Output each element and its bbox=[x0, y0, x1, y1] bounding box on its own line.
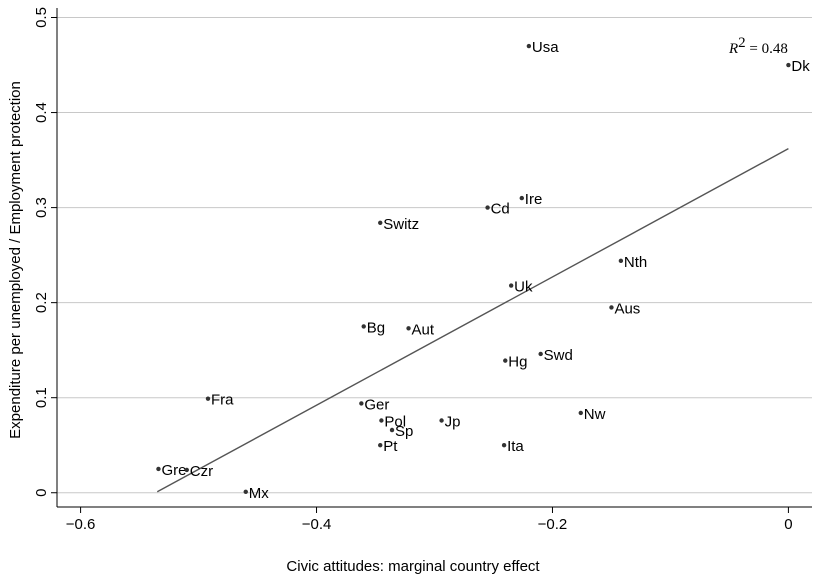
axes bbox=[56, 8, 812, 508]
data-point bbox=[184, 467, 189, 473]
data-point-label: Gre bbox=[161, 462, 186, 479]
fit-line bbox=[156, 148, 789, 493]
data-point-label: Mx bbox=[249, 485, 269, 502]
data-point-label: Pol bbox=[384, 414, 406, 431]
data-point bbox=[501, 443, 507, 448]
data-point bbox=[205, 396, 211, 401]
data-point bbox=[519, 195, 524, 201]
data-point bbox=[361, 324, 366, 329]
r-squared-annotation: R2 = 0.48 bbox=[728, 35, 788, 57]
data-point-label: Ger bbox=[364, 396, 389, 413]
y-tick-label: 0 bbox=[33, 489, 50, 497]
data-point-label: Nth bbox=[624, 254, 647, 271]
data-point bbox=[359, 401, 364, 406]
data-point-label: Czr bbox=[190, 463, 213, 480]
data-point-label: Jp bbox=[445, 414, 461, 431]
data-point-label: Sp bbox=[395, 423, 413, 440]
x-ticks: −0.6 −0.4 −0.2 0 bbox=[66, 507, 793, 533]
y-axis-label: Expenditure per unemployed / Employment … bbox=[7, 81, 24, 439]
data-point-label: Uk bbox=[514, 279, 533, 296]
y-tick-label: 0.2 bbox=[33, 292, 50, 313]
data-point bbox=[485, 205, 490, 210]
data-point bbox=[156, 466, 161, 472]
data-point-label: Pt bbox=[383, 438, 398, 455]
data-point-label: Bg bbox=[367, 319, 385, 336]
data-point bbox=[618, 258, 624, 264]
y-ticks: 0 0.1 0.2 0.3 0.4 0.5 bbox=[33, 7, 57, 497]
data-point bbox=[378, 220, 383, 226]
x-tick-label: 0 bbox=[784, 516, 792, 533]
data-point bbox=[503, 358, 508, 363]
data-point bbox=[508, 283, 514, 288]
data-point bbox=[378, 443, 383, 448]
data-point-label: Fra bbox=[211, 392, 234, 409]
data-point bbox=[609, 305, 614, 310]
data-point bbox=[538, 351, 543, 357]
data-points: Usa Dk Ire Cd Switz Nth Uk Aus Bg Aut Swd Hg Fra Ger N… bbox=[156, 39, 810, 502]
data-point bbox=[578, 410, 583, 416]
data-point bbox=[243, 489, 248, 494]
data-point bbox=[439, 418, 444, 423]
data-point-label: Ita bbox=[507, 438, 524, 455]
data-point-label: Ire bbox=[525, 191, 543, 208]
data-point-label: Usa bbox=[532, 39, 559, 56]
data-point-label: Switz bbox=[383, 216, 419, 233]
x-tick-label: −0.6 bbox=[66, 516, 96, 533]
data-point-label: Swd bbox=[544, 347, 573, 364]
data-point-label: Cd bbox=[491, 201, 510, 218]
y-tick-label: 0.3 bbox=[33, 197, 50, 218]
gridlines bbox=[57, 17, 812, 494]
data-point bbox=[379, 418, 384, 423]
data-point-label: Hg bbox=[508, 354, 527, 371]
y-tick-label: 0.5 bbox=[33, 7, 50, 28]
x-tick-label: −0.2 bbox=[538, 516, 568, 533]
data-point bbox=[526, 43, 532, 49]
x-axis-label: Civic attitudes: marginal country effect bbox=[286, 558, 540, 575]
y-tick-label: 0.1 bbox=[33, 387, 50, 408]
y-tick-label: 0.4 bbox=[33, 102, 50, 123]
x-tick-label: −0.4 bbox=[302, 516, 332, 533]
data-point bbox=[389, 427, 395, 433]
data-point-label: Aus bbox=[614, 300, 640, 317]
data-point-label: Aut bbox=[412, 321, 435, 338]
data-point bbox=[786, 62, 791, 68]
data-point bbox=[406, 326, 411, 331]
data-point-label: Dk bbox=[791, 58, 810, 75]
data-point-label: Nw bbox=[584, 406, 606, 423]
